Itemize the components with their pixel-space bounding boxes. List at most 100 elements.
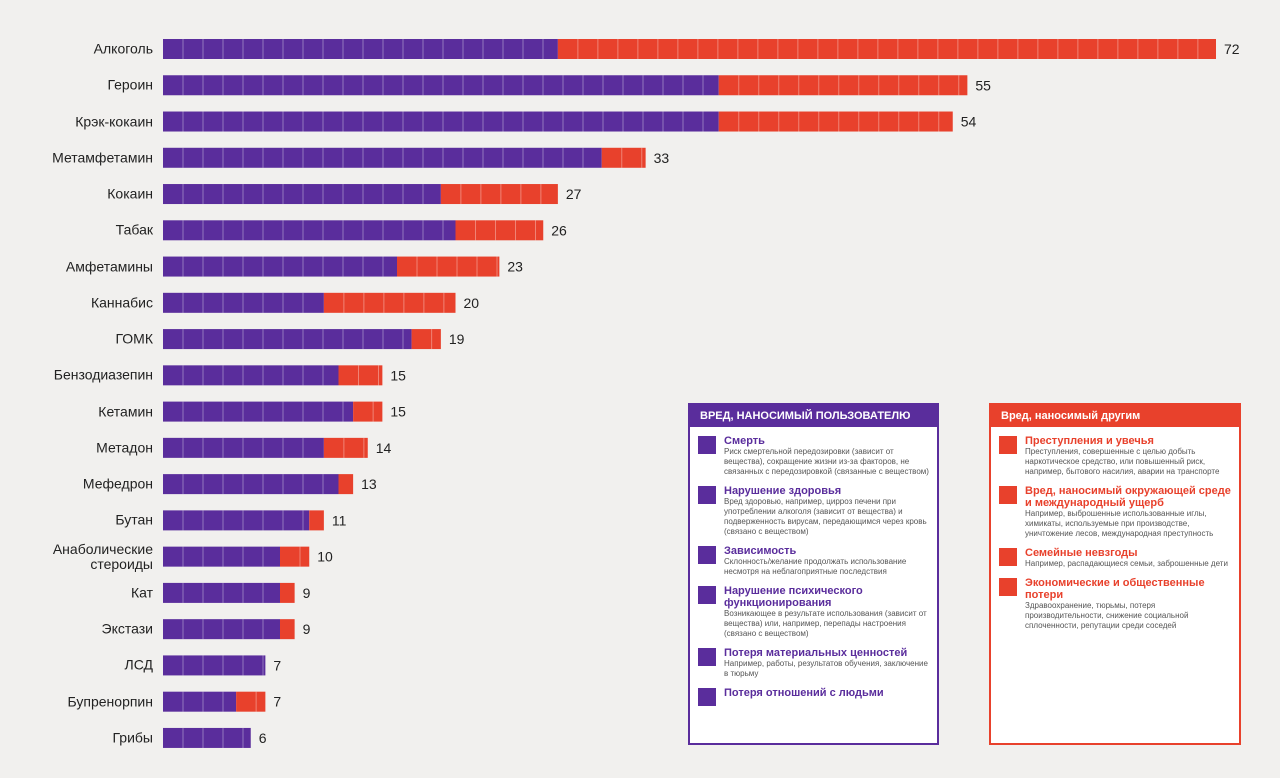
bar-segment (163, 111, 719, 132)
legend-icon (698, 436, 716, 454)
category-label: Бутан (115, 511, 153, 528)
total-label: 15 (390, 404, 406, 420)
bar-segment (338, 474, 354, 495)
category-label: Крэк-кокаин (75, 113, 153, 130)
bar-segment (411, 329, 441, 350)
legend-item: Зависимость Склонность/желание продолжать… (698, 545, 929, 577)
legend-item: Нарушение здоровья Вред здоровью, наприме… (698, 485, 929, 537)
legend-icon (999, 548, 1017, 566)
total-label: 27 (566, 186, 582, 202)
category-label: Метадон (96, 439, 153, 456)
total-label: 10 (317, 549, 333, 565)
total-label: 23 (507, 259, 523, 275)
legend-item: Потеря материальных ценностей Например, р… (698, 647, 929, 679)
legend-item-text: Риск смертельной передозировки (зависит … (724, 447, 929, 476)
legend-item-text: Например, распадающиеся семьи, заброшенн… (1025, 559, 1228, 568)
bar-segment (163, 401, 354, 422)
category-label: Мефедрон (82, 475, 153, 492)
category-label: Метамфетамин (52, 149, 153, 166)
category-label: Каннабис (90, 294, 153, 311)
total-label: 72 (1224, 41, 1240, 57)
bar-segment (163, 220, 456, 241)
legend-text: Нарушение психического функционирования В… (724, 585, 929, 639)
legend-item-text: Например, выброшенные использованные игл… (1025, 509, 1214, 538)
legend-item-title: Нарушение психического функционирования (724, 585, 863, 609)
legend-item-text: Вред здоровью, например, цирроз печени п… (724, 497, 927, 536)
legend-item: Нарушение психического функционирования В… (698, 585, 929, 639)
legend-item-text: Преступления, совершенные с целью добыть… (1025, 447, 1220, 476)
legend-item: Преступления и увечья Преступления, совер… (999, 435, 1231, 477)
legend-icon (999, 436, 1017, 454)
category-label: ЛСД (124, 656, 153, 673)
legend-text: Экономические и общественные потери Здрав… (1025, 577, 1231, 631)
bar-segment (163, 619, 280, 640)
total-label: 6 (259, 730, 267, 746)
bar-segment (280, 582, 295, 603)
legend-item-title: Семейные невзгоды (1025, 547, 1138, 559)
legend-item-title: Потеря отношений с людьми (724, 687, 884, 699)
legend-icon (698, 546, 716, 564)
legend-text: Нарушение здоровья Вред здоровью, наприме… (724, 485, 929, 537)
legend-text: Зависимость Склонность/желание продолжать… (724, 545, 929, 577)
legend-item-title: Экономические и общественные потери (1025, 577, 1205, 601)
bar-segment (309, 510, 324, 531)
bar-segment (455, 220, 544, 241)
category-label: Кетамин (98, 403, 153, 420)
bar-segment (163, 474, 339, 495)
bar-segment (280, 619, 295, 640)
total-label: 15 (390, 367, 406, 383)
legend-others: Вред, наносимый другим Преступления и ув… (989, 403, 1241, 745)
category-label: Экстази (101, 620, 153, 637)
bar-segment (163, 727, 251, 748)
bar-segment (280, 546, 310, 567)
legend-icon (698, 586, 716, 604)
bar-segment (338, 365, 383, 386)
legend-item-text: Например, работы, результатов обучения, … (724, 659, 928, 678)
total-label: 20 (464, 295, 480, 311)
legend-title: ВРЕД, НАНОСИМЫЙ ПОЛЬЗОВАТЕЛЮ (690, 405, 937, 427)
legend-text: Смерть Риск смертельной передозировки (за… (724, 435, 929, 477)
total-label: 11 (332, 512, 347, 528)
total-label: 54 (961, 114, 977, 130)
bar-segment (557, 39, 1216, 59)
total-label: 7 (273, 657, 281, 673)
bar-segment (236, 691, 266, 712)
legend-user: ВРЕД, НАНОСИМЫЙ ПОЛЬЗОВАТЕЛЮ Смерть Риск … (688, 403, 939, 745)
category-label: Героин (107, 76, 153, 93)
category-label: Табак (115, 221, 153, 238)
bar-segment (163, 582, 280, 603)
legend-icon (999, 578, 1017, 596)
category-label: ГОМК (115, 330, 153, 347)
legend-title: Вред, наносимый другим (991, 405, 1239, 427)
category-label: Бупренорпин (67, 693, 153, 710)
category-label: Грибы (112, 729, 153, 746)
bar-segment (163, 437, 324, 458)
legend-item-title: Вред, наносимый окружающей среде и между… (1025, 485, 1231, 509)
total-label: 14 (376, 440, 392, 456)
legend-item-title: Преступления и увечья (1025, 435, 1154, 447)
total-label: 33 (654, 150, 670, 166)
bar-segment (601, 147, 646, 168)
legend-icon (698, 648, 716, 666)
bar-segment (163, 510, 310, 531)
bar-segment (163, 329, 412, 350)
bar-segment (163, 546, 280, 567)
legend-item-text: Здравоохранение, тюрьмы, потеря производ… (1025, 601, 1189, 630)
bar-segment (163, 39, 558, 59)
bar-segment (163, 292, 324, 313)
legend-text: Семейные невзгоды Например, распадающиеся… (1025, 547, 1228, 569)
legend-text: Вред, наносимый окружающей среде и между… (1025, 485, 1231, 539)
legend-icon (698, 486, 716, 504)
bar-segment (163, 256, 397, 277)
legend-item: Смерть Риск смертельной передозировки (за… (698, 435, 929, 477)
legend-item-title: Нарушение здоровья (724, 485, 842, 497)
bar-segment (323, 437, 368, 458)
bar-segment (163, 147, 602, 168)
legend-text: Потеря отношений с людьми (724, 687, 884, 706)
legend-item-title: Потеря материальных ценностей (724, 647, 908, 659)
legend-item: Вред, наносимый окружающей среде и между… (999, 485, 1231, 539)
category-label: Анаболические стероиды (52, 540, 153, 572)
total-label: 7 (273, 694, 281, 710)
legend-text: Потеря материальных ценностей Например, р… (724, 647, 929, 679)
